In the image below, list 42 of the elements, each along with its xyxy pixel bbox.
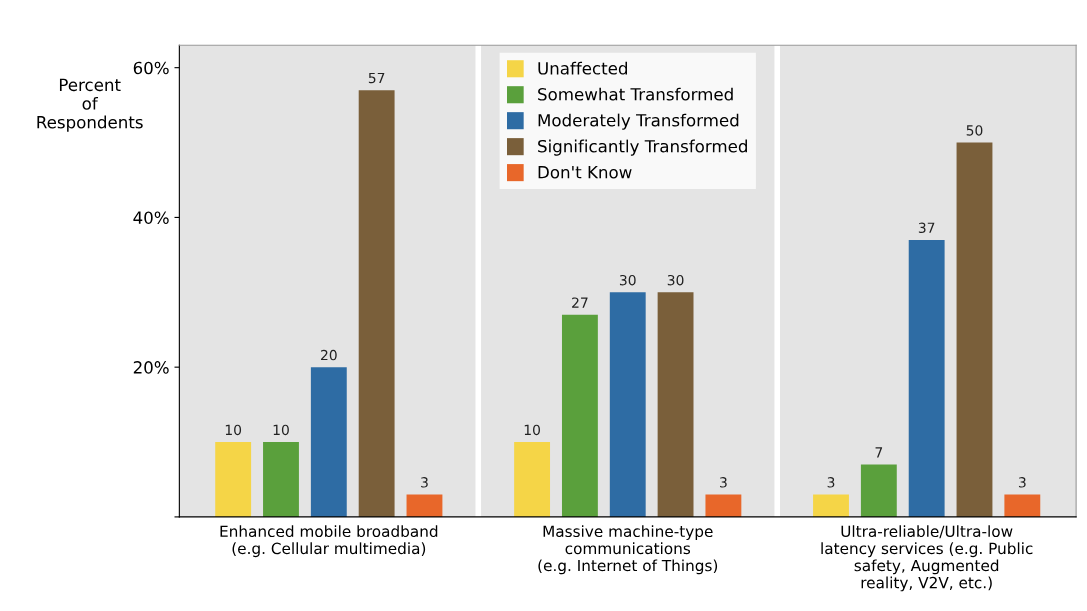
data-label: 3 [421, 477, 428, 488]
legend-label: Significantly Transformed [538, 139, 747, 156]
data-label: 20 [321, 349, 337, 361]
data-label: 37 [918, 222, 935, 234]
data-label: 3 [720, 477, 727, 488]
y-axis-title: Percent of Respondents [37, 78, 143, 132]
legend-label: Unaffected [538, 61, 627, 75]
data-label: 10 [524, 424, 540, 436]
legend-label: Moderately Transformed [538, 113, 739, 130]
bar [1004, 494, 1041, 517]
bar [561, 314, 598, 517]
data-label: 57 [368, 72, 385, 84]
data-label: 27 [572, 297, 588, 308]
data-label: 10 [225, 424, 242, 436]
legend-label: Don't Know [538, 166, 632, 179]
data-label: 3 [827, 477, 835, 488]
data-label: 30 [667, 274, 684, 286]
bar [609, 292, 646, 517]
y-tick-label: 40% [133, 211, 169, 224]
legend-label: Somewhat Transformed [538, 87, 733, 101]
y-tick-label: 20% [133, 361, 169, 374]
data-label: 7 [875, 447, 883, 458]
data-label: 50 [966, 125, 983, 136]
bar [908, 239, 945, 517]
bar [956, 142, 993, 517]
x-tick-label: Ultra-reliable/Ultra-low latency services (e.g. Public safety, Augmented reality, V2V, etc.) [821, 525, 1033, 592]
bar [705, 494, 742, 517]
data-label: 3 [1018, 477, 1026, 488]
bar [860, 464, 897, 517]
x-tick-label: Massive machine-type communications (e.g. Internet of Things) [538, 525, 718, 575]
bar [263, 442, 299, 517]
bar [215, 442, 252, 517]
bar [813, 494, 849, 517]
bar [514, 442, 551, 517]
y-tick-label: 60% [133, 61, 169, 75]
data-label: 10 [273, 424, 289, 436]
x-tick-label: Enhanced mobile broadband (e.g. Cellular multimedia) [220, 525, 438, 558]
bar [406, 494, 443, 517]
bar [358, 90, 395, 517]
bar [310, 367, 347, 517]
data-label: 30 [619, 274, 636, 286]
bar [657, 292, 694, 517]
